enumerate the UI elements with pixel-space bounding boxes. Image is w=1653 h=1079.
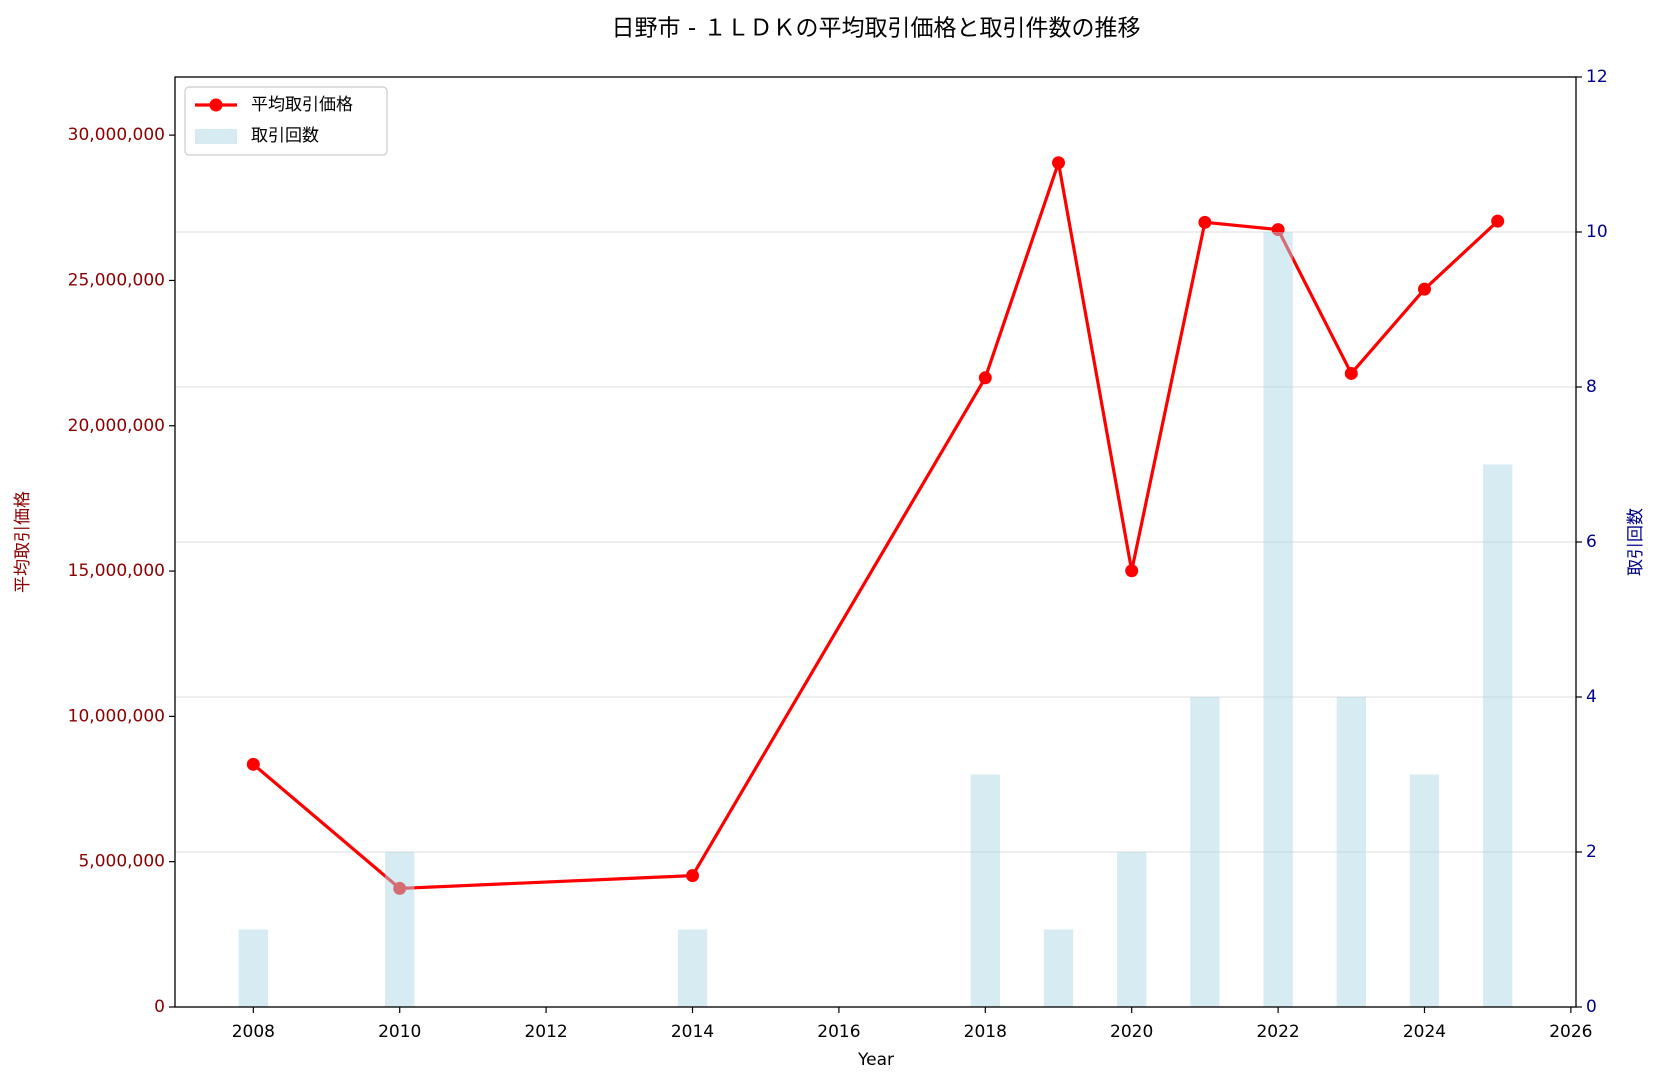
x-tick-label: 2010 [378,1022,421,1042]
point [1198,215,1212,229]
x-tick-label: 2008 [232,1022,275,1042]
x-tick-label: 2022 [1256,1022,1299,1042]
point [1051,156,1065,170]
bar [1263,232,1293,1007]
bar [1043,929,1074,1007]
x-tick-label: 2012 [524,1022,567,1042]
y-tick-label: 30,000,000 [68,125,165,145]
bar [1190,697,1220,1007]
legend-label: 平均取引価格 [251,95,353,115]
x-axis-label: Year [857,1050,894,1070]
y2-tick-label: 4 [1586,687,1597,707]
y2-tick-label: 10 [1586,222,1608,242]
x-tick-label: 2014 [671,1022,714,1042]
x-tick-label: 2016 [817,1022,860,1042]
y2-tick-label: 8 [1586,377,1597,397]
bar [1483,464,1513,1007]
y2-tick-label: 6 [1586,532,1597,552]
chart-title: 日野市 - １ＬＤＫの平均取引価格と取引件数の推移 [612,16,1141,42]
y-tick-label: 10,000,000 [68,706,165,726]
y2-tick-label: 0 [1586,997,1597,1017]
line [252,161,1499,891]
point [686,869,700,883]
legend-label: 取引回数 [251,126,319,146]
y-tick-label: 5,000,000 [78,852,165,872]
point [1125,564,1139,578]
bar [677,929,708,1007]
y-tick-label: 15,000,000 [68,561,165,581]
y-tick-label: 20,000,000 [68,416,165,436]
legend-swatch [195,129,237,144]
plot [238,156,1513,1007]
point [1344,366,1358,380]
x-tick-label: 2024 [1403,1022,1446,1042]
point [246,757,260,771]
bar [970,774,1000,1007]
y2-axis-label: 取引回数 [1626,508,1646,576]
y-tick-label: 25,000,000 [68,270,165,290]
y-axis-label: 平均取引価格 [13,491,33,593]
y2-tick-label: 2 [1586,842,1597,862]
x-tick-label: 2020 [1110,1022,1153,1042]
bar [1336,697,1366,1007]
y-tick-label: 0 [154,997,165,1017]
x-tick-label: 2026 [1549,1022,1592,1042]
x-tick-label: 2018 [964,1022,1007,1042]
legend-marker [209,98,223,112]
bar [1409,774,1440,1007]
axes: 2008 2010 2012 2014 2016 2018 2020 2022 2024 2026… [68,67,1608,1042]
bar [1117,852,1147,1007]
y2-tick-label: 12 [1586,67,1608,87]
point [1491,214,1505,228]
point [978,371,992,385]
bar [385,852,415,1007]
point [1417,282,1431,296]
bar [238,929,268,1007]
